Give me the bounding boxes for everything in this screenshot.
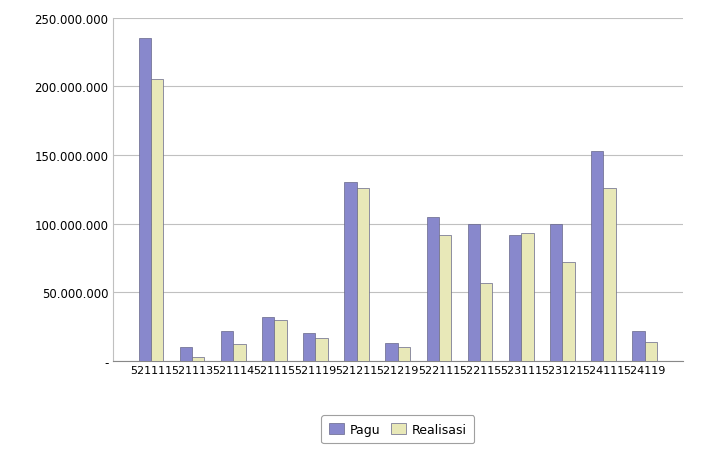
Legend: Pagu, Realisasi: Pagu, Realisasi [321, 415, 474, 443]
Bar [344, 183, 357, 361]
Bar [151, 80, 163, 361]
Bar [262, 317, 275, 361]
Bar [562, 263, 574, 361]
Bar [427, 217, 439, 361]
Bar [357, 188, 369, 361]
Bar [467, 224, 480, 361]
Bar [632, 331, 645, 361]
Bar [233, 344, 246, 361]
Bar [275, 320, 287, 361]
Bar [180, 347, 192, 361]
Bar [645, 342, 657, 361]
Bar [398, 347, 410, 361]
Bar [509, 235, 521, 361]
Bar [385, 344, 398, 361]
Bar [192, 357, 204, 361]
Bar [521, 234, 534, 361]
Bar [221, 331, 233, 361]
Bar [480, 283, 492, 361]
Bar [550, 224, 562, 361]
Bar [591, 151, 603, 361]
Bar [439, 235, 451, 361]
Bar [139, 39, 151, 361]
Bar [603, 188, 616, 361]
Bar [303, 334, 315, 361]
Bar [315, 338, 328, 361]
